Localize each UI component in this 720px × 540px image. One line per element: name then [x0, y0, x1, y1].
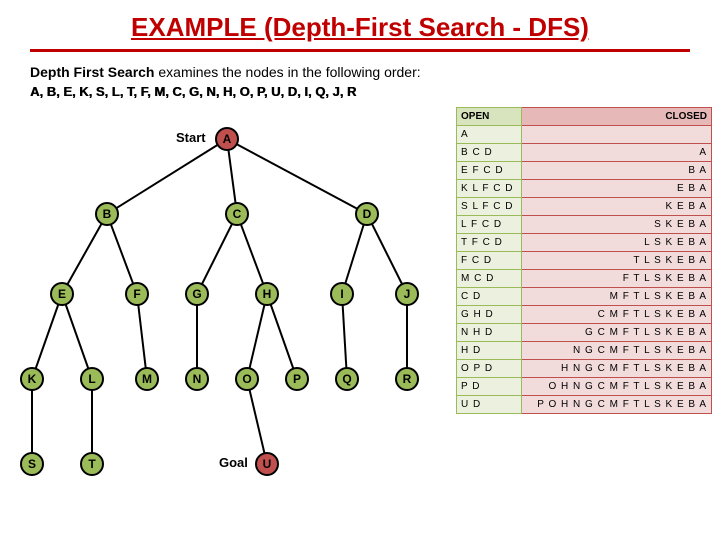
table-row: N H DG C M F T L S K E B A	[457, 324, 712, 342]
subtitle: Depth First Search examines the nodes in…	[0, 60, 720, 82]
table-row: E F C DB A	[457, 162, 712, 180]
tree-node-r: R	[395, 367, 419, 391]
tree-node-k: K	[20, 367, 44, 391]
tree-node-e: E	[50, 282, 74, 306]
tree-node-g: G	[185, 282, 209, 306]
closed-cell: H N G C M F T L S K E B A	[522, 360, 712, 378]
content-area: Start Goal A B C D E F G H I J K L M N O P Q R S T U OPEN CL…	[0, 107, 720, 527]
open-cell: O P D	[457, 360, 522, 378]
tree-node-b: B	[95, 202, 119, 226]
closed-cell: A	[522, 144, 712, 162]
table-row: K L F C DE B A	[457, 180, 712, 198]
table-row: U DP O H N G C M F T L S K E B A	[457, 396, 712, 414]
open-cell: T F C D	[457, 234, 522, 252]
table-row: M C DF T L S K E B A	[457, 270, 712, 288]
table-row: G H DC M F T L S K E B A	[457, 306, 712, 324]
closed-cell: B A	[522, 162, 712, 180]
tree-node-i: I	[330, 282, 354, 306]
tree-node-j: J	[395, 282, 419, 306]
open-cell: F C D	[457, 252, 522, 270]
tree-node-c: C	[225, 202, 249, 226]
table-row: S L F C DK E B A	[457, 198, 712, 216]
subtitle-rest: examines the nodes in the following orde…	[154, 64, 420, 80]
open-cell: C D	[457, 288, 522, 306]
open-cell: M C D	[457, 270, 522, 288]
tree-node-d: D	[355, 202, 379, 226]
table-row: A	[457, 126, 712, 144]
closed-cell: E B A	[522, 180, 712, 198]
trace-table: OPEN CLOSED AB C DAE F C DB AK L F C DE …	[456, 107, 712, 414]
closed-cell: G C M F T L S K E B A	[522, 324, 712, 342]
tree-node-a: A	[215, 127, 239, 151]
closed-cell: M F T L S K E B A	[522, 288, 712, 306]
closed-cell: S K E B A	[522, 216, 712, 234]
open-cell: E F C D	[457, 162, 522, 180]
open-cell: K L F C D	[457, 180, 522, 198]
tree-node-f: F	[125, 282, 149, 306]
table-row: C DM F T L S K E B A	[457, 288, 712, 306]
closed-cell: N G C M F T L S K E B A	[522, 342, 712, 360]
closed-header: CLOSED	[522, 108, 712, 126]
tree-node-l: L	[80, 367, 104, 391]
tree-diagram: Start Goal A B C D E F G H I J K L M N O P Q R S T U	[0, 107, 455, 527]
table-row: L F C DS K E B A	[457, 216, 712, 234]
closed-cell: K E B A	[522, 198, 712, 216]
tree-node-t: T	[80, 452, 104, 476]
open-cell: U D	[457, 396, 522, 414]
tree-node-o: O	[235, 367, 259, 391]
closed-cell: L S K E B A	[522, 234, 712, 252]
table-row: H DN G C M F T L S K E B A	[457, 342, 712, 360]
open-cell: L F C D	[457, 216, 522, 234]
open-cell: S L F C D	[457, 198, 522, 216]
table-row: F C DT L S K E B A	[457, 252, 712, 270]
tree-node-q: Q	[335, 367, 359, 391]
tree-node-s: S	[20, 452, 44, 476]
open-cell: B C D	[457, 144, 522, 162]
closed-cell: O H N G C M F T L S K E B A	[522, 378, 712, 396]
tree-node-m: M	[135, 367, 159, 391]
closed-cell: T L S K E B A	[522, 252, 712, 270]
goal-label: Goal	[219, 455, 248, 470]
table-body: AB C DAE F C DB AK L F C DE B AS L F C D…	[457, 126, 712, 414]
open-cell: N H D	[457, 324, 522, 342]
subtitle-bold: Depth First Search	[30, 64, 154, 80]
open-cell: A	[457, 126, 522, 144]
visit-order: A, B, E, K, S, L, T, F, M, C, G, N, H, O…	[0, 82, 720, 107]
tree-node-h: H	[255, 282, 279, 306]
start-label: Start	[176, 130, 206, 145]
tree-node-p: P	[285, 367, 309, 391]
table-row: T F C DL S K E B A	[457, 234, 712, 252]
closed-cell: F T L S K E B A	[522, 270, 712, 288]
open-cell: P D	[457, 378, 522, 396]
table-row: O P DH N G C M F T L S K E B A	[457, 360, 712, 378]
tree-node-n: N	[185, 367, 209, 391]
tree-node-u: U	[255, 452, 279, 476]
open-closed-table: OPEN CLOSED AB C DAE F C DB AK L F C DE …	[456, 107, 712, 414]
page-title: EXAMPLE (Depth-First Search - DFS)	[0, 0, 720, 49]
closed-cell: P O H N G C M F T L S K E B A	[522, 396, 712, 414]
open-cell: G H D	[457, 306, 522, 324]
open-cell: H D	[457, 342, 522, 360]
table-row: P DO H N G C M F T L S K E B A	[457, 378, 712, 396]
title-divider	[30, 49, 690, 52]
open-header: OPEN	[457, 108, 522, 126]
table-row: B C DA	[457, 144, 712, 162]
closed-cell: C M F T L S K E B A	[522, 306, 712, 324]
closed-cell	[522, 126, 712, 144]
